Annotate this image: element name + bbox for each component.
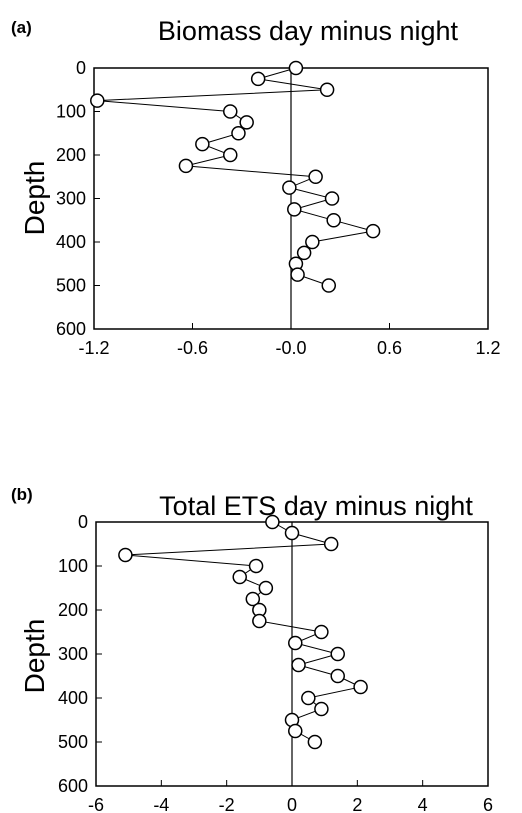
panel-a-series-line [97, 67, 374, 286]
panel-b-x-tick-label: 2 [352, 795, 362, 813]
panel-a-data-point [178, 158, 194, 174]
panel-b-data-point [232, 569, 247, 585]
panel-b-data-point [323, 536, 339, 552]
panel-a-x-tick-label: -0.0 [275, 338, 306, 358]
panel-a-x-tick-label: 0.6 [377, 338, 402, 358]
panel-a-x-tick-label: -0.6 [177, 338, 208, 358]
panel-a-data-point [321, 278, 337, 293]
panel-a-data-point [231, 126, 246, 141]
panel-a-y-tick-label: 100 [56, 102, 86, 122]
panel-a-data-point [324, 191, 340, 206]
panel-a-data-point [288, 60, 304, 76]
panel-a-x-tick-label: -1.2 [78, 338, 109, 358]
panel-b-plot: 0 100 200 300 400 500 600-6 -4 -2 0 2 4 6 [58, 512, 493, 813]
panel-b-data-point [353, 679, 368, 695]
panel-a-data-point [223, 147, 238, 163]
panel-b-data-point [288, 723, 303, 739]
panel-b-y-tick-label: 0 [78, 512, 88, 532]
panel-a-y-axis-label: Depth [19, 161, 50, 236]
panel-b-x-tick-label: 6 [483, 795, 493, 813]
panel-b-data-point [258, 580, 274, 596]
panel-b-data-point [288, 635, 303, 651]
panel-b-data-point [265, 514, 280, 530]
panel-a-data-point [305, 234, 320, 250]
panel-b-x-tick-label: -6 [88, 795, 104, 813]
panel-a-data-point [365, 223, 381, 239]
panel-b-data-point [314, 701, 329, 717]
panel-a-data-point [195, 136, 210, 152]
panel-b-data-point [301, 690, 316, 706]
panel-a-data-point [308, 169, 323, 184]
panel-b-data-point [330, 646, 345, 662]
panel-b-data-point [314, 624, 329, 640]
panel-b-x-tick-label: 4 [418, 795, 428, 813]
panel-a-x-tick-label: 1.2 [475, 338, 500, 358]
panel-a-y-tick-label: 300 [56, 189, 86, 209]
panel-b-data-point [291, 657, 306, 673]
panel-a-data-point [326, 213, 341, 228]
panel-b-y-tick-label: 300 [58, 644, 88, 664]
panel-b-y-tick-label: 500 [58, 732, 88, 752]
panel-a-plot: 0 100 200 300 400 500 600-1.2 -0.6 -0.0 0.6 1.2 [56, 58, 501, 358]
panel-b-data-point [284, 525, 300, 541]
panel-b-y-tick-label: 400 [58, 688, 88, 708]
panel-a-y-tick-label: 200 [56, 145, 86, 165]
panel-a-data-point [250, 71, 266, 87]
panel-b-label: (b) [11, 485, 33, 504]
panel-b-data-point [252, 613, 267, 629]
panel-b-x-tick-label: -4 [153, 795, 169, 813]
panel-a-data-point [290, 267, 305, 282]
panel-a-data-point [319, 82, 335, 97]
panel-a-data-point [239, 115, 254, 130]
panel-b-y-axis-label: Depth [19, 619, 50, 694]
panel-a-data-point [287, 202, 302, 217]
panel-b-data-point [307, 734, 323, 750]
panel-b-y-tick-label: 100 [58, 556, 88, 576]
panel-a-y-tick-label: 400 [56, 232, 86, 252]
panel-a-data-point [90, 93, 105, 108]
panel-b-x-tick-label: -2 [219, 795, 235, 813]
panel-b-title: Total ETS day minus night [159, 491, 473, 521]
panel-a-data-point [296, 245, 312, 261]
panel-b-y-tick-label: 200 [58, 600, 88, 620]
panel-b-data-point [118, 547, 133, 563]
panel-b-data-point [330, 668, 345, 684]
panel-a-y-tick-label: 600 [56, 319, 86, 339]
panel-a-title: Biomass day minus night [158, 16, 459, 46]
panel-a-data-point [282, 180, 297, 195]
panel-b-y-tick-label: 600 [58, 776, 88, 796]
panel-a-y-tick-label: 0 [76, 58, 86, 78]
panel-b-data-point [248, 558, 264, 574]
panel-a-label: (a) [11, 18, 32, 37]
panel-a-data-point [223, 104, 238, 119]
panel-b-data-point [245, 591, 261, 607]
panel-a-y-tick-label: 500 [56, 276, 86, 296]
panel-b-x-tick-label: 0 [287, 795, 297, 813]
